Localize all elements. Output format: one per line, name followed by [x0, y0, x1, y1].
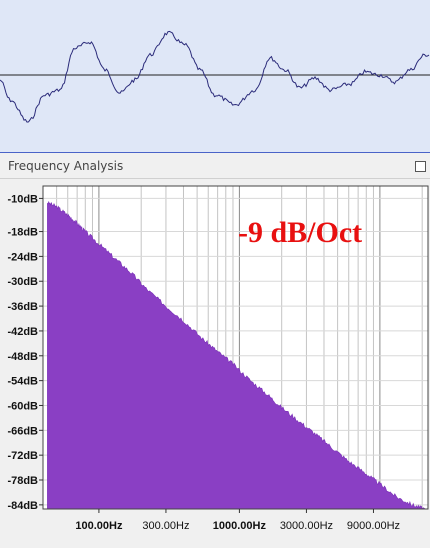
panel-title: Frequency Analysis	[8, 159, 124, 173]
y-tick-label: -54dB	[7, 376, 38, 388]
spectrum-area	[47, 201, 427, 510]
slope-annotation: -9 dB/Oct	[238, 216, 363, 249]
spectrum-chart: -10dB -18dB -24dB -30dB -36dB -42dB -48dB -54dB…	[7, 185, 429, 532]
waveform-trace	[0, 30, 430, 123]
y-tick-label: -72dB	[7, 450, 38, 462]
y-tick-label: -84dB	[7, 500, 38, 512]
y-tick-label: -24dB	[7, 251, 38, 263]
spectrum-plot[interactable]: -10dB -18dB -24dB -30dB -36dB -42dB -48dB -54dB…	[0, 180, 430, 543]
frequency-analysis-header: Frequency Analysis	[0, 153, 430, 179]
y-axis: -10dB -18dB -24dB -30dB -36dB -42dB -48dB -54dB…	[7, 193, 43, 512]
x-tick-label: 300.00Hz	[142, 520, 189, 532]
y-tick-label: -10dB	[7, 193, 38, 205]
x-tick-label: 3000.00Hz	[280, 520, 333, 532]
y-tick-label: -36dB	[7, 301, 38, 313]
maximize-icon[interactable]	[415, 161, 426, 172]
waveform-graph	[0, 30, 430, 123]
y-tick-label: -42dB	[7, 326, 38, 338]
y-tick-label: -60dB	[7, 400, 38, 412]
y-tick-label: -48dB	[7, 351, 38, 363]
x-tick-label: 9000.00Hz	[347, 520, 400, 532]
x-tick-label: 100.00Hz	[75, 520, 123, 532]
header-divider	[0, 178, 430, 179]
y-tick-label: -18dB	[7, 227, 38, 239]
waveform-track[interactable]	[0, 0, 430, 154]
x-tick-label: 1000.00Hz	[213, 520, 267, 532]
x-axis: 100.00Hz 300.00Hz 1000.00Hz 3000.00Hz 9000.0…	[75, 509, 400, 532]
y-tick-label: -30dB	[7, 276, 38, 288]
plot-frame	[42, 185, 429, 510]
y-tick-label: -78dB	[7, 475, 38, 487]
y-tick-label: -66dB	[7, 425, 38, 437]
